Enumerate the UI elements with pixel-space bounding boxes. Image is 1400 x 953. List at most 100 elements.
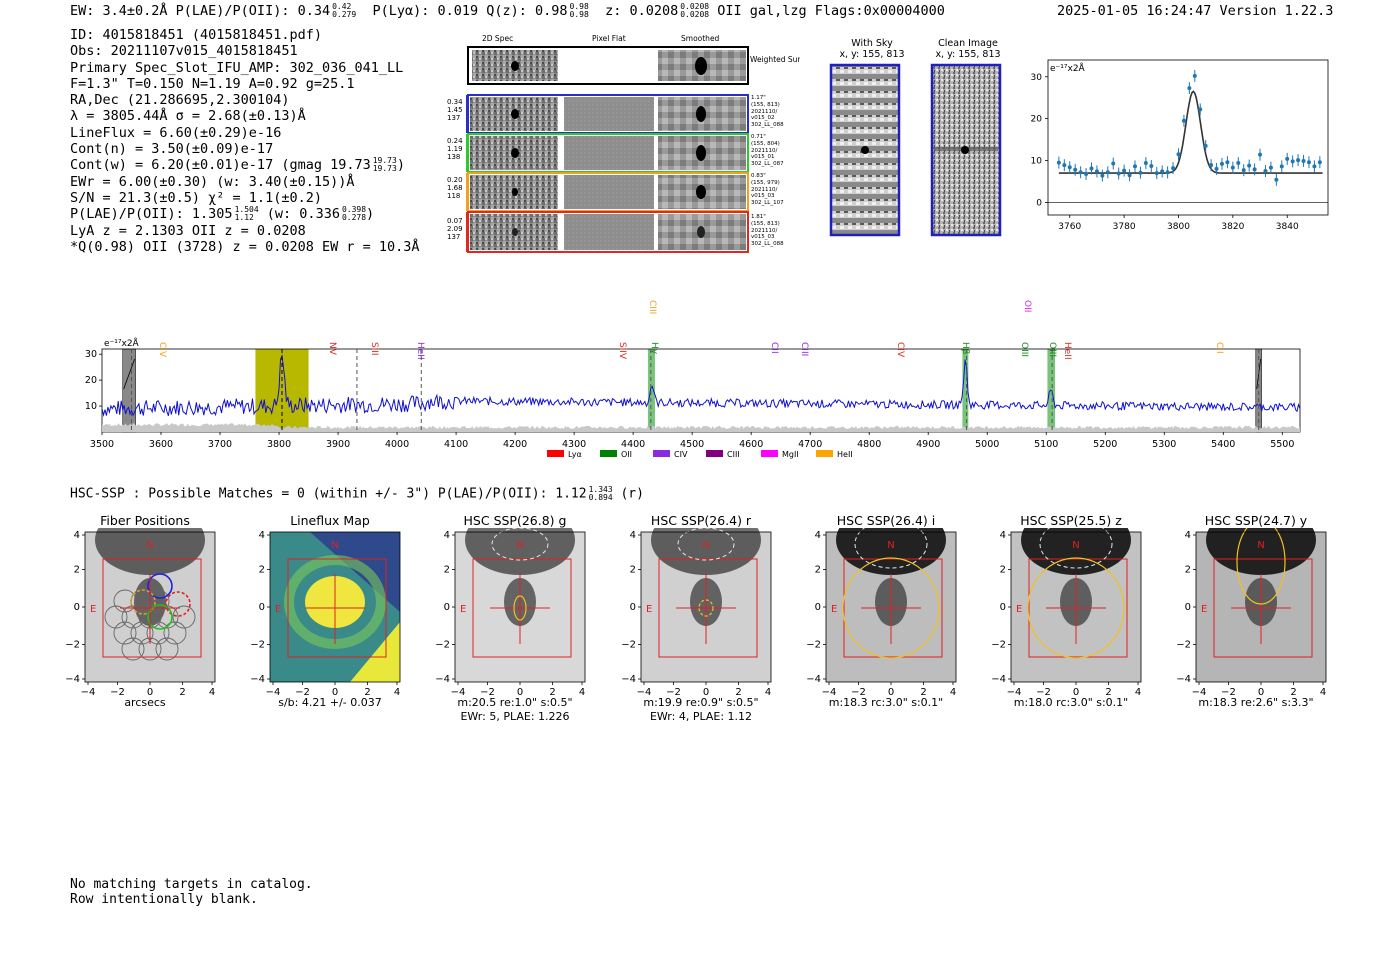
neighbor-ellipse [491, 528, 549, 561]
neighbor-ellipse [854, 528, 928, 569]
row2-left-values: 0.24 1.19 138 [447, 137, 463, 161]
zoom-data-point [1100, 173, 1105, 178]
info-plae2-sup: 0.398 [341, 205, 367, 215]
fiber-row-3 [467, 172, 749, 212]
fiber-circle [113, 589, 137, 613]
zoom-data-point [1105, 170, 1110, 175]
header-plya: P(Lyα): 0.019 Q(z): 0.98 [372, 3, 568, 19]
row4-right-v4: 302_LL_088 [751, 241, 784, 248]
with-sky-image [829, 63, 901, 237]
cutout-ytick-label: 0 [259, 602, 265, 613]
spectrum-line-label: CIV [157, 342, 167, 358]
zoom-data-point [1296, 158, 1301, 163]
info-block: ID: 4015818451 (4015818451.pdf) Obs: 202… [70, 27, 420, 255]
cutout-ytick-label: 2 [1185, 565, 1191, 576]
cutout-title: HSC SSP(24.7) y [1204, 513, 1308, 528]
legend-label: HeII [837, 450, 853, 459]
cutout-image-6: N E −4−4 −2 −2 0 0 2 2 4 4 [1176, 528, 1327, 698]
cutout-ytick-label: 2 [74, 565, 80, 576]
cutout-ytick-label: −2 [65, 640, 80, 651]
spec-cutout-grid: Weighted Sum [466, 46, 800, 253]
spectrum-legend: Lyα OII CIV CIII MgII HeII [547, 450, 853, 459]
cutout-xtick-label: 4 [765, 687, 771, 698]
row2-right-v0: 0.71" [751, 134, 766, 140]
masked-band-hatch [123, 358, 136, 390]
cutout-xtick-label: −2 [1221, 687, 1236, 698]
cutout-ytick-label: 0 [630, 602, 636, 613]
row4-left-v2: 137 [447, 233, 461, 241]
cutout-xtick-label: 4 [1135, 687, 1141, 698]
row4-right-v0: 1.81" [751, 214, 766, 220]
row1-left-v0: 0.34 [447, 98, 463, 106]
spectrum-line-label: NV [327, 342, 337, 356]
with-sky-header: With Sky x, y: 155, 813 [822, 38, 922, 60]
header-summary: EW: 3.4±0.2Å P(LAE)/P(OII): 0.34 0.42 0.27… [70, 2, 945, 20]
aperture-box [658, 558, 758, 658]
header-z-sup: 0.0208 [680, 2, 710, 11]
row4-right-v3: v015_03 [751, 234, 775, 241]
header-timestamp: 2025-01-05 16:24:47 Version 1.22.3 [1057, 3, 1334, 19]
spectrum-xtick-label: 5300 [1152, 439, 1176, 450]
zoom-data-point [1230, 165, 1235, 170]
col-label-pixelflat: Pixel Flat [592, 34, 626, 43]
spectrum-sky-residual [102, 423, 1300, 432]
cutout-image-0: N E −4−4 −2 −2 0 0 2 2 4 4 [65, 528, 216, 698]
info-plae-mid: (w: 0.336 [266, 206, 340, 223]
source-ellipse [1027, 557, 1125, 659]
info-contw-tail: ) [396, 157, 405, 174]
lya-search-window [255, 349, 309, 432]
cutout-ytick-label: −4 [250, 674, 265, 685]
zoom-data-point [1274, 177, 1279, 182]
fiber-circle [155, 637, 179, 661]
clean-image-header: Clean Image x, y: 155, 813 [918, 38, 1018, 60]
fiber-circle [172, 605, 196, 629]
spectrum-xtick-label: 4300 [562, 439, 586, 450]
east-label: E [1201, 604, 1207, 615]
east-label: E [90, 604, 96, 615]
zoom-ytick-label: 10 [1031, 157, 1043, 167]
identified-line-band [962, 349, 969, 432]
spectrum-line-label: CII [769, 342, 779, 354]
cutout-title: Fiber Positions [100, 513, 190, 528]
zoom-data-point [1154, 171, 1159, 176]
cutout-ytick-label: 2 [630, 565, 636, 576]
zoom-data-point [1138, 170, 1143, 175]
fiber-circle [130, 621, 154, 645]
cutout-ytick-label: −4 [435, 674, 450, 685]
spectrum-ytick-label: 20 [85, 375, 97, 386]
info-radec: RA,Dec (21.286695,2.300104) [70, 92, 290, 109]
zoom-data-point [1094, 169, 1099, 174]
cutout-ytick-label: 2 [815, 565, 821, 576]
cutout-ytick-label: 0 [74, 602, 80, 613]
cutout-xtick-label: −2 [666, 687, 681, 698]
zoom-data-point [1258, 152, 1263, 157]
row3-right-v1: (155, 979) [751, 179, 780, 186]
spectrum-flux-line [101, 354, 1301, 417]
header-z: z: 0.0208 [605, 3, 679, 19]
spectrum-line-label: OIII [1047, 342, 1057, 357]
cutout-caption-2: EWr: 4, PLAE: 1.12 [649, 710, 753, 723]
hsc-summary: HSC-SSP : Possible Matches = 0 (within +… [70, 486, 644, 502]
zoom-data-point [1078, 170, 1083, 175]
zoom-data-point [1132, 164, 1137, 169]
cutout-image-1: N E −4−4 −2 −2 0 0 2 2 4 4 [250, 530, 401, 698]
legend-label: CIV [674, 450, 688, 459]
zoom-data-point [1263, 169, 1268, 174]
spectrum-xtick-label: 3700 [208, 439, 232, 450]
info-plae2-sub: 0.278 [341, 213, 367, 223]
legend-swatch [761, 450, 778, 457]
cutout-title: HSC SSP(25.5) z [1020, 513, 1122, 528]
spectrum-line-label: CIII [799, 342, 809, 356]
cutout-ytick-label: 2 [1000, 565, 1006, 576]
row1-right-v1: (155, 813) [751, 101, 780, 108]
zoom-data-point [1089, 166, 1094, 171]
cutout-ytick-label: −2 [621, 640, 636, 651]
legend-swatch [653, 450, 670, 457]
cutout-xtick-label: −4 [1192, 687, 1207, 698]
cutout-image-2: N E −4−4 −2 −2 0 0 2 2 4 4 [435, 528, 586, 698]
cutout-ytick-label: −2 [435, 640, 450, 651]
spectrum-line-label: OII [1022, 300, 1032, 312]
spectrum-xtick-label: 4700 [798, 439, 822, 450]
header-qz-sup: 0.98 [569, 2, 589, 11]
zoom-data-point [1187, 86, 1192, 91]
